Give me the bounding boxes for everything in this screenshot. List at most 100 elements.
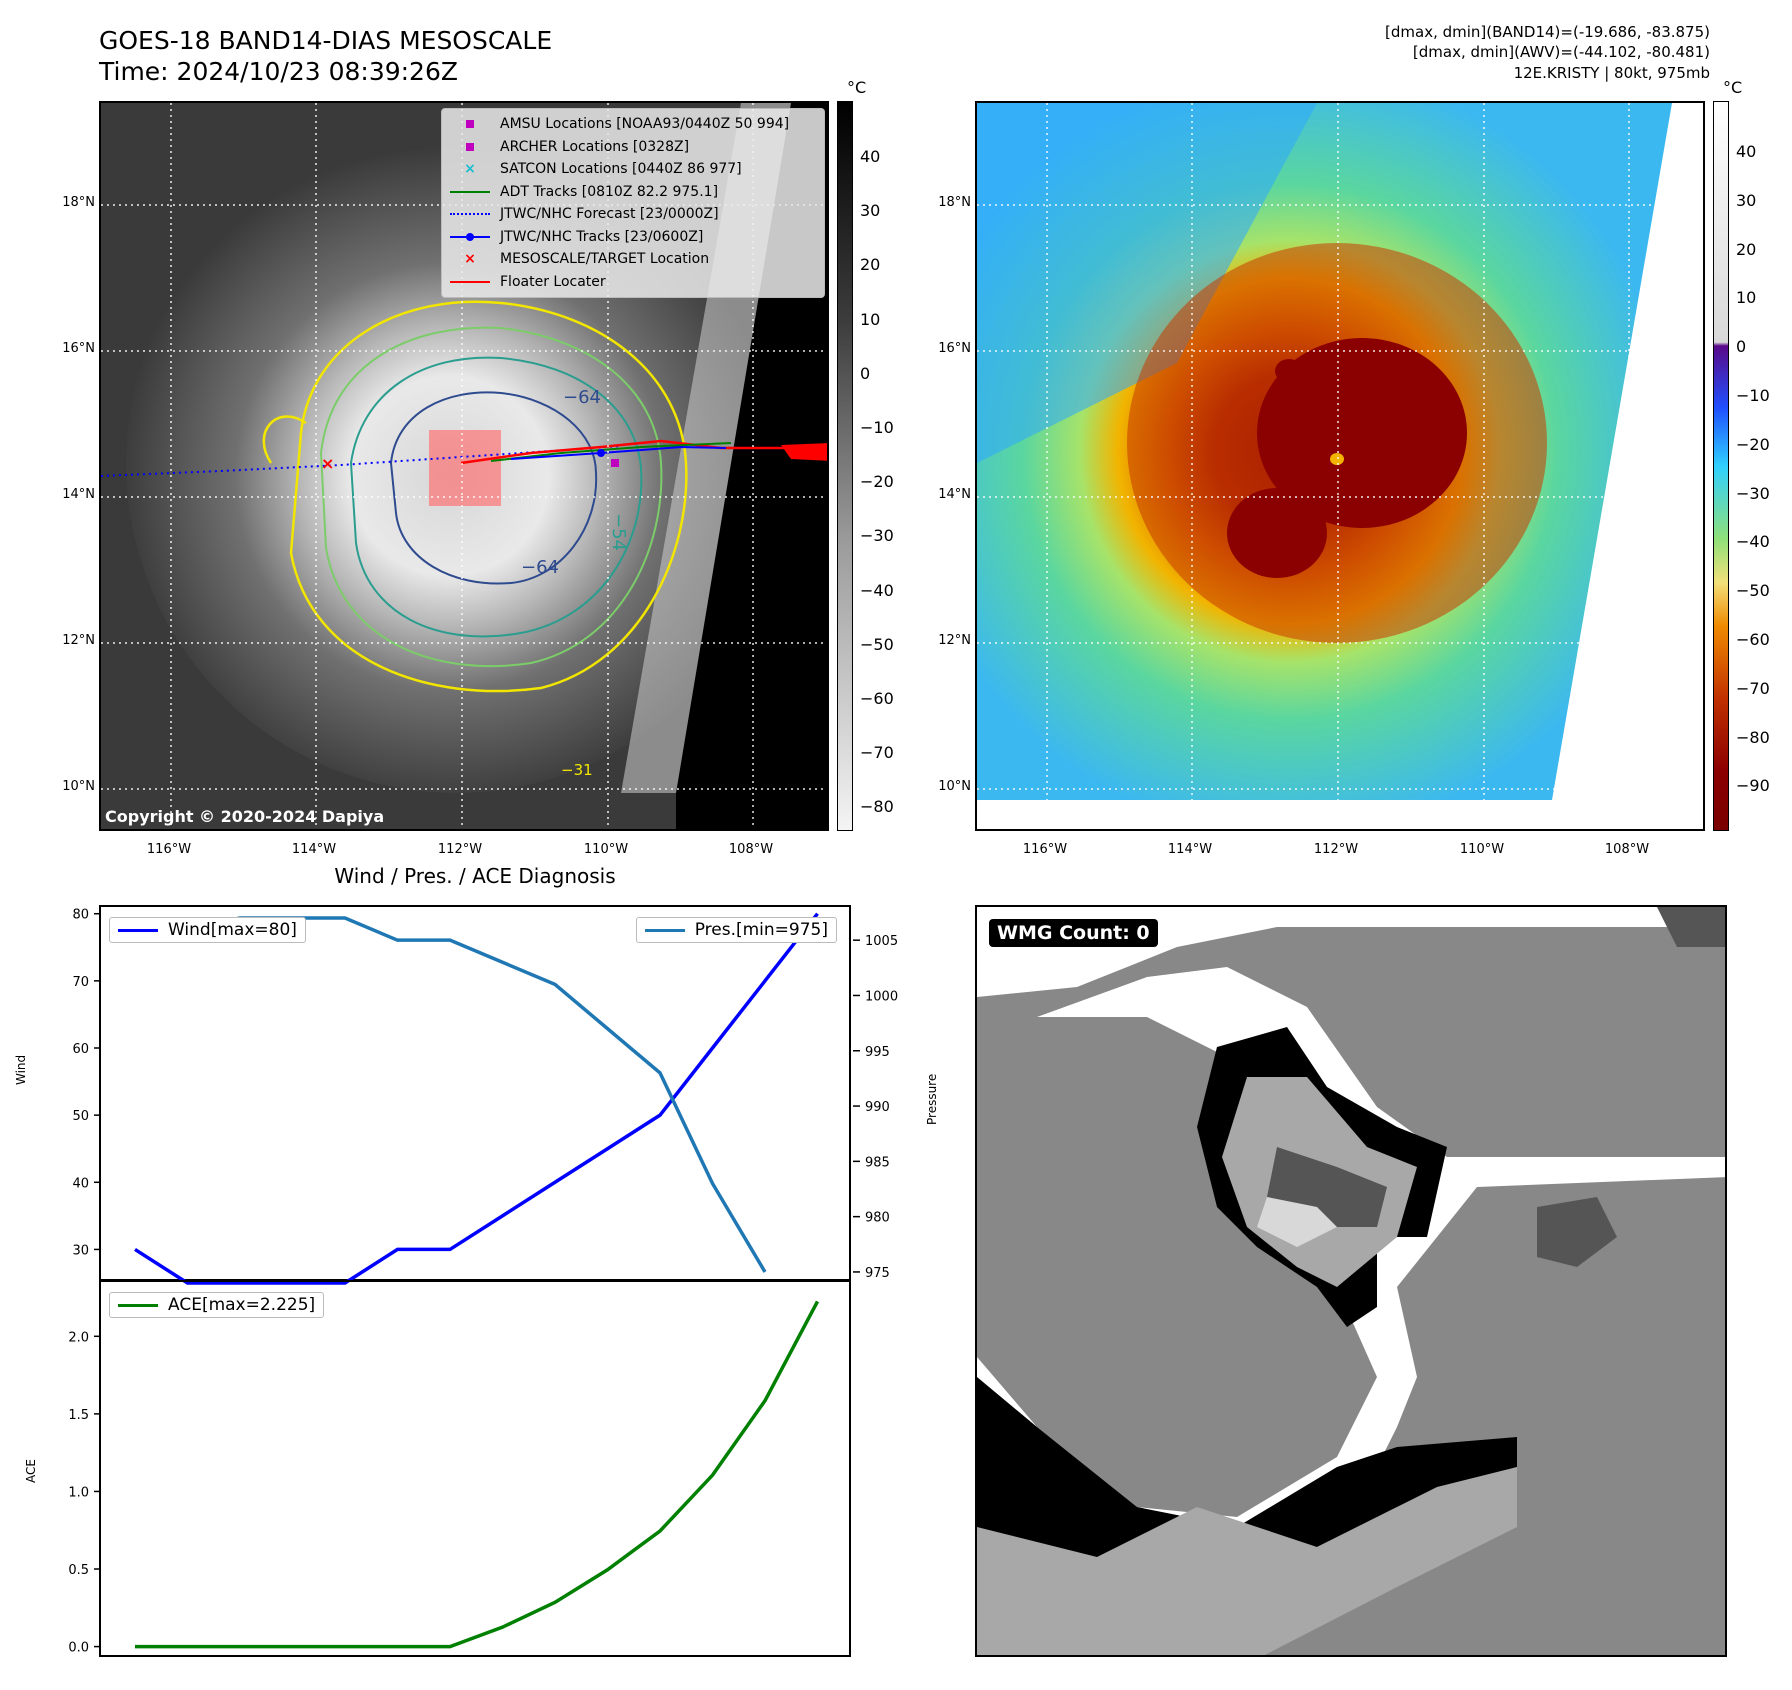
lat-tick-label: 18°N <box>62 195 95 210</box>
ir-colorbar-unit: °C <box>847 78 867 97</box>
pressure-legend: Pres.[min=975] <box>635 917 837 943</box>
colorbar-tick-label: −50 <box>860 634 894 654</box>
lon-tick-label: 112°W <box>437 842 483 857</box>
contour-label: −54 <box>608 513 629 551</box>
ace-y-tick-label: 1.0 <box>68 1485 89 1500</box>
ace-y-tick-label: 1.5 <box>68 1408 89 1423</box>
ace-y-tick-label: 0.5 <box>68 1563 89 1578</box>
pressure-y-tick-label: 1005 <box>865 934 898 949</box>
pressure-y-tick-label: 995 <box>865 1045 890 1060</box>
colorbar-tick-label: −40 <box>860 580 894 600</box>
pressure-y-tick-label: 985 <box>865 1155 890 1170</box>
ace-y-tick-label: 2.0 <box>68 1330 89 1345</box>
colorbar-tick-label: 0 <box>860 363 871 383</box>
colorbar-tick-label: 10 <box>860 309 881 329</box>
lon-tick-label: 110°W <box>1459 842 1505 857</box>
diagnosis-title: Wind / Pres. / ACE Diagnosis <box>334 864 616 888</box>
lat-tick-label: 18°N <box>938 195 971 210</box>
pressure-y-tick-label: 990 <box>865 1100 890 1115</box>
colorbar-tick-label: −90 <box>1736 776 1770 796</box>
wind-y-tick-label: 40 <box>72 1176 89 1191</box>
ace-axis-label: ACE <box>24 1459 38 1483</box>
lon-tick-label: 114°W <box>291 842 337 857</box>
lon-tick-label: 116°W <box>146 842 192 857</box>
copyright: Copyright © 2020-2024 Dapiya <box>105 807 385 826</box>
lat-tick-label: 14°N <box>938 487 971 502</box>
lat-tick-label: 10°N <box>938 779 971 794</box>
pressure-series-line <box>135 916 767 1273</box>
colorbar-tick-label: 10 <box>1736 288 1757 308</box>
legend-item: × MESOSCALE/TARGET Location <box>464 251 710 268</box>
legend-item: JTWC/NHC Forecast [23/0000Z] <box>450 203 816 226</box>
ir-map-legend: AMSU Locations [NOAA93/0440Z 50 994] ARC… <box>441 108 825 298</box>
color-map-image <box>977 103 1703 829</box>
contour-label: −64 <box>521 557 559 578</box>
lat-tick-label: 16°N <box>62 341 95 356</box>
meta-storm: 12E.KRISTY | 80kt, 975mb <box>1513 64 1710 82</box>
legend-item: ADT Tracks [0810Z 82.2 975.1] <box>450 181 816 204</box>
contour-label: −64 <box>563 387 601 408</box>
colorbar-tick-label: 40 <box>860 147 881 166</box>
colorbar-tick-label: −20 <box>860 472 894 492</box>
color-colorbar-unit: °C <box>1723 78 1743 97</box>
pressure-y-tick-label: 980 <box>865 1211 890 1226</box>
colorbar-tick-label: −60 <box>860 689 894 708</box>
ace-plot: 0.0 0.5 1.0 1.5 2.0 ACE[max=2.225] <box>68 1280 851 1657</box>
lon-tick-label: 112°W <box>1313 842 1359 857</box>
ace-legend: ACE[max=2.225] <box>109 1292 325 1318</box>
lon-tick-label: 116°W <box>1022 842 1068 857</box>
legend-item: Floater Locater <box>450 271 816 294</box>
colorbar-tick-label: −10 <box>860 418 894 437</box>
colorbar-tick-label: −70 <box>860 743 894 763</box>
colorbar-tick-label: −40 <box>1736 532 1770 552</box>
pressure-axis-label: Pressure <box>925 1073 939 1125</box>
ir-map-panel: × −64 −54 −64 −31 AMSU Locations [NOAA93… <box>99 101 829 831</box>
colorbar-tick-label: 40 <box>1736 142 1757 161</box>
colorbar-tick-label: 20 <box>860 255 881 275</box>
wmg-count-label: WMG Count: 0 <box>989 919 1158 947</box>
wind-pressure-plot: 30 40 50 60 70 80 975 980 985 990 995 1000 1005 Wind… <box>72 905 898 1285</box>
wind-y-tick-label: 30 <box>72 1243 89 1258</box>
wind-y-tick-label: 60 <box>72 1042 89 1057</box>
legend-item: × SATCON Locations [0440Z 86 977] <box>464 161 742 178</box>
legend-item: ARCHER Locations [0328Z] <box>450 136 816 159</box>
contour-label: −31 <box>561 761 593 779</box>
color-map-panel <box>975 101 1705 831</box>
ace-y-tick-label: 0.0 <box>68 1641 89 1656</box>
lat-tick-label: 16°N <box>938 341 971 356</box>
colorbar-tick-label: −30 <box>1736 483 1770 503</box>
colorbar-tick-label: 30 <box>860 201 881 221</box>
colorbar-tick-label: −10 <box>1736 386 1770 405</box>
colorbar-tick-label: −30 <box>860 526 894 546</box>
colorbar-tick-label: −60 <box>1736 630 1770 649</box>
lon-tick-label: 110°W <box>583 842 629 857</box>
wind-y-tick-label: 70 <box>72 975 89 990</box>
colorbar-tick-label: −20 <box>1736 434 1770 454</box>
pressure-y-tick-label: 975 <box>865 1266 890 1281</box>
lon-tick-label: 114°W <box>1167 842 1213 857</box>
wind-pressure-svg: 30 40 50 60 70 80 975 980 985 990 995 1000 1005 <box>72 908 898 1285</box>
ir-colorbar <box>837 101 853 831</box>
color-colorbar <box>1713 101 1729 831</box>
wind-legend: Wind[max=80] <box>109 917 306 943</box>
lon-tick-label: 108°W <box>1604 842 1650 857</box>
wind-series-line <box>134 912 819 1285</box>
svg-text:×: × <box>321 454 334 473</box>
lon-tick-label: 108°W <box>728 842 774 857</box>
lat-tick-label: 12°N <box>62 633 95 648</box>
colorbar-tick-label: 20 <box>1736 239 1757 259</box>
lat-tick-label: 10°N <box>62 779 95 794</box>
wind-y-tick-label: 50 <box>72 1109 89 1124</box>
wind-axis-label: Wind <box>14 1054 28 1085</box>
chart-time: Time: 2024/10/23 08:39:26Z <box>99 57 458 86</box>
legend-item: AMSU Locations [NOAA93/0440Z 50 994] <box>450 113 816 136</box>
ace-svg: 0.0 0.5 1.0 1.5 2.0 <box>68 1300 820 1656</box>
chart-title: GOES-18 BAND14-DIAS MESOSCALE <box>99 26 553 55</box>
ace-series-line <box>135 1300 820 1649</box>
colorbar-tick-label: 30 <box>1736 190 1757 210</box>
colorbar-tick-label: 0 <box>1736 337 1747 357</box>
lat-tick-label: 14°N <box>62 487 95 502</box>
colorbar-tick-label: −80 <box>1736 727 1770 747</box>
wmg-panel: WMG Count: 0 <box>975 905 1727 1657</box>
wind-y-tick-label: 80 <box>72 908 89 923</box>
